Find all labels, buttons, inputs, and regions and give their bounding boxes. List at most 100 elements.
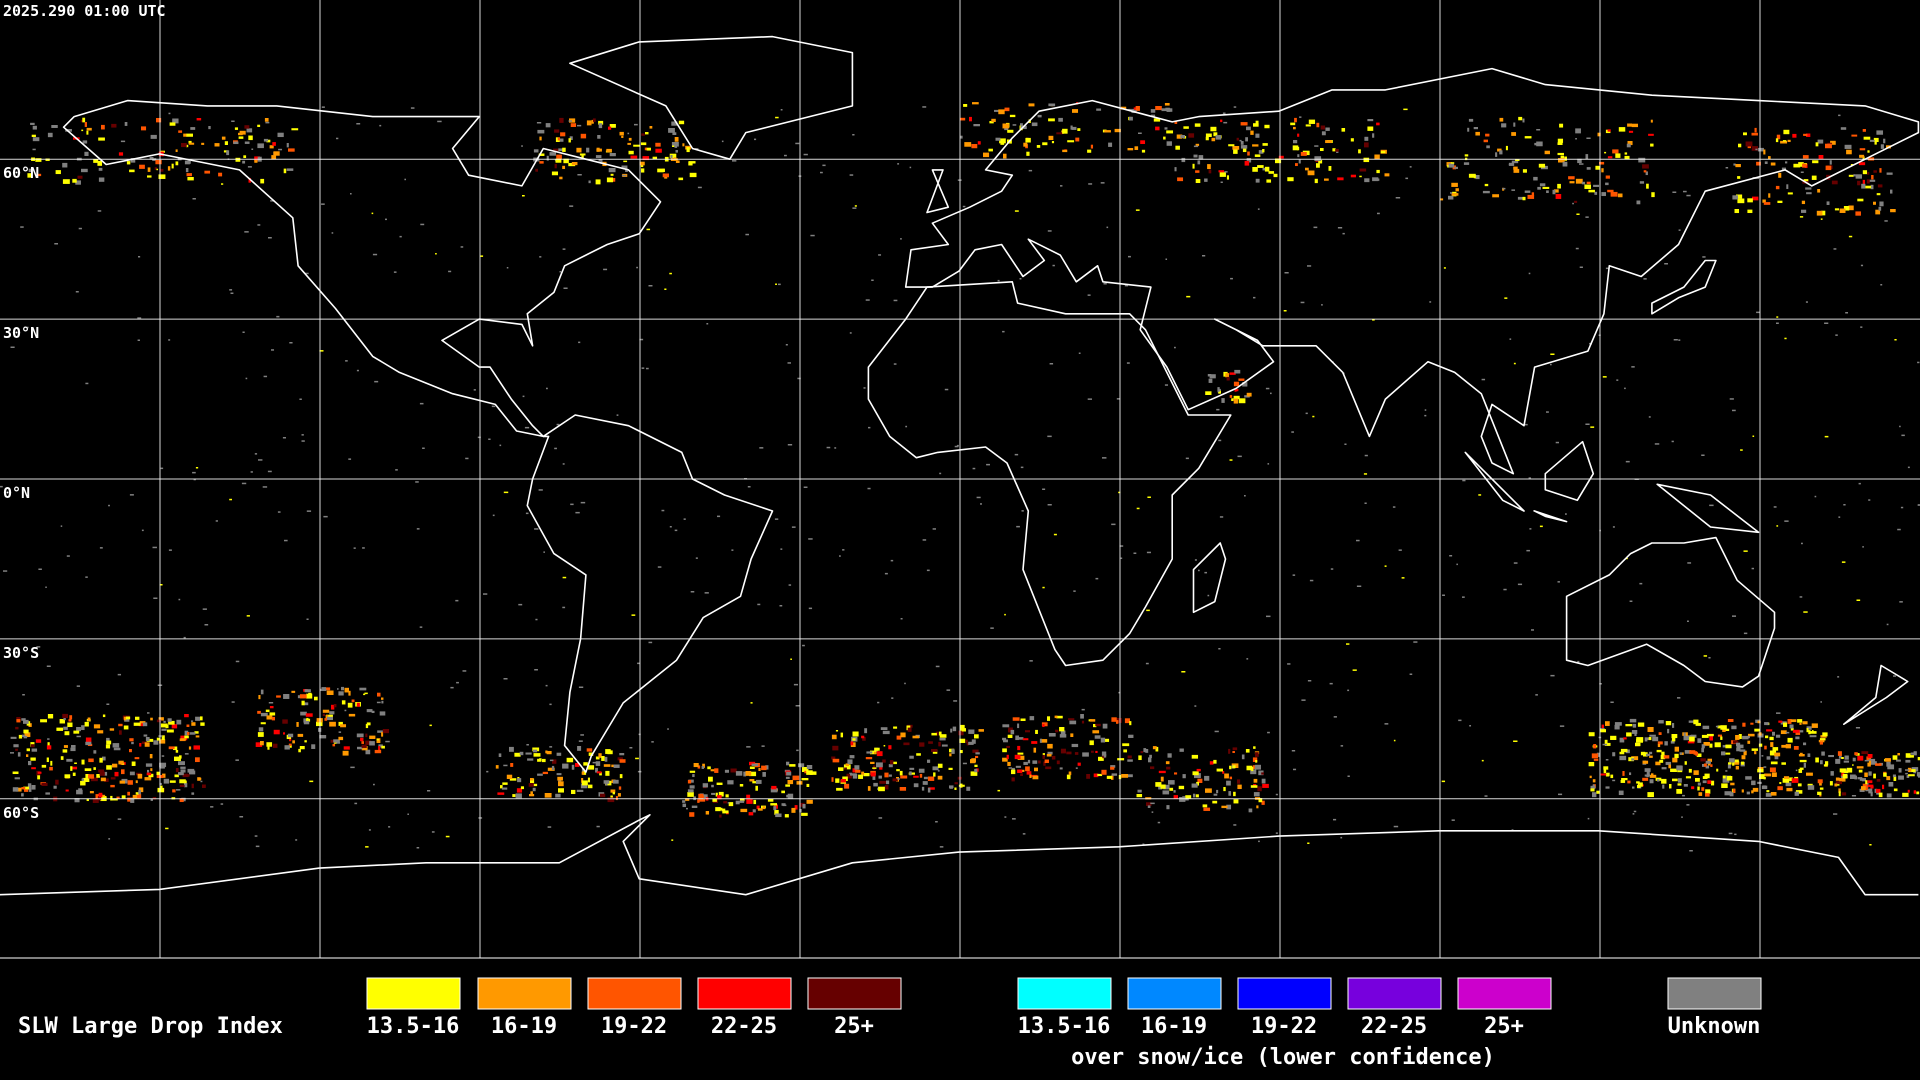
- cloud-pixel: [1681, 816, 1683, 818]
- cloud-pixel: [526, 744, 529, 746]
- cloud-pixel: [1743, 632, 1748, 635]
- cloud-pixel: [1916, 791, 1920, 795]
- cloud-pixel: [191, 722, 196, 726]
- cloud-pixel: [1246, 392, 1252, 397]
- cloud-pixel: [849, 332, 852, 334]
- cloud-pixel: [348, 458, 352, 460]
- cloud-pixel: [1352, 669, 1357, 671]
- cloud-pixel: [320, 688, 327, 692]
- cloud-pixel: [1531, 192, 1535, 197]
- cloud-pixel: [1047, 435, 1052, 438]
- cloud-pixel: [711, 784, 714, 788]
- cloud-pixel: [189, 770, 196, 775]
- cloud-pixel: [882, 759, 886, 763]
- cloud-pixel: [1384, 173, 1390, 177]
- cloud-pixel: [118, 723, 123, 727]
- cloud-pixel: [1245, 137, 1248, 142]
- cloud-pixel: [1721, 783, 1728, 788]
- cloud-pixel: [88, 774, 95, 779]
- cloud-pixel: [966, 742, 970, 746]
- cloud-pixel: [1765, 793, 1772, 797]
- cloud-pixel: [850, 741, 854, 746]
- cloud-pixel: [1843, 504, 1846, 506]
- cloud-pixel: [1126, 362, 1130, 364]
- cloud-pixel: [117, 818, 122, 820]
- cloud-pixel: [150, 717, 153, 721]
- cloud-pixel: [1769, 767, 1776, 773]
- cloud-pixel: [1305, 167, 1309, 171]
- cloud-pixel: [204, 170, 211, 174]
- cloud-pixel: [1833, 248, 1837, 250]
- cloud-pixel: [1291, 750, 1296, 752]
- cloud-pixel: [1629, 772, 1632, 776]
- cloud-pixel: [1873, 773, 1876, 779]
- cloud-pixel: [235, 660, 240, 663]
- cloud-pixel: [1250, 785, 1258, 788]
- cloud-pixel: [87, 717, 91, 721]
- cloud-pixel: [974, 764, 978, 768]
- cloud-pixel: [93, 159, 99, 163]
- cloud-pixel: [1593, 184, 1600, 187]
- cloud-pixel: [850, 742, 856, 748]
- cloud-pixel: [486, 770, 489, 773]
- cloud-pixel: [913, 783, 919, 788]
- cloud-pixel: [1717, 734, 1723, 737]
- cloud-pixel: [450, 686, 454, 689]
- cloud-pixel: [836, 787, 843, 791]
- cloud-pixel: [1758, 743, 1763, 747]
- cloud-pixel: [381, 700, 384, 704]
- cloud-pixel: [705, 811, 710, 815]
- cloud-pixel: [465, 457, 469, 460]
- cloud-pixel: [1637, 782, 1641, 786]
- cloud-pixel: [108, 838, 111, 840]
- cloud-pixel: [1861, 183, 1866, 189]
- cloud-pixel: [1557, 152, 1564, 156]
- cloud-pixel: [1458, 719, 1462, 722]
- cloud-pixel: [1807, 783, 1813, 787]
- cloud-pixel: [1055, 729, 1059, 733]
- cloud-pixel: [715, 807, 721, 812]
- cloud-pixel: [586, 147, 590, 153]
- cloud-pixel: [63, 726, 68, 730]
- cloud-pixel: [76, 789, 83, 795]
- cloud-pixel: [303, 718, 307, 723]
- cloud-pixel: [1610, 191, 1618, 197]
- cloud-pixel: [926, 569, 930, 572]
- cloud-pixel: [1633, 810, 1637, 813]
- cloud-pixel: [215, 520, 218, 522]
- cloud-pixel: [619, 774, 623, 779]
- cloud-pixel: [785, 344, 788, 346]
- cloud-pixel: [596, 825, 600, 828]
- cloud-pixel: [1879, 168, 1882, 173]
- coastline: [62, 99, 662, 438]
- cloud-pixel: [132, 794, 140, 799]
- cloud-pixel: [1017, 723, 1020, 729]
- cloud-pixel: [1722, 728, 1730, 732]
- cloud-pixel: [595, 756, 600, 760]
- cloud-pixel: [202, 608, 207, 610]
- cloud-pixel: [904, 682, 906, 685]
- cloud-pixel: [1593, 744, 1597, 749]
- cloud-pixel: [1020, 773, 1023, 777]
- cloud-pixel: [324, 718, 328, 721]
- cloud-pixel: [739, 800, 745, 803]
- cloud-pixel: [99, 547, 103, 549]
- cloud-pixel: [1606, 772, 1610, 777]
- cloud-pixel: [179, 784, 185, 788]
- cloud-pixel: [1886, 623, 1889, 626]
- cloud-pixel: [1321, 131, 1326, 136]
- cloud-pixel: [1108, 142, 1113, 147]
- cloud-pixel: [1359, 168, 1367, 172]
- cloud-pixel: [1732, 195, 1738, 200]
- cloud-pixel: [913, 775, 919, 778]
- cloud-pixel: [1775, 138, 1779, 143]
- cloud-pixel: [1861, 778, 1866, 782]
- cloud-pixel: [64, 774, 71, 779]
- cloud-pixel: [1631, 758, 1635, 761]
- cloud-pixel: [76, 735, 81, 738]
- cloud-pixel: [169, 122, 176, 126]
- cloud-pixel: [1879, 201, 1884, 207]
- cloud-pixel: [1095, 577, 1099, 580]
- cloud-pixel: [1671, 736, 1676, 742]
- cloud-pixel: [1612, 779, 1616, 782]
